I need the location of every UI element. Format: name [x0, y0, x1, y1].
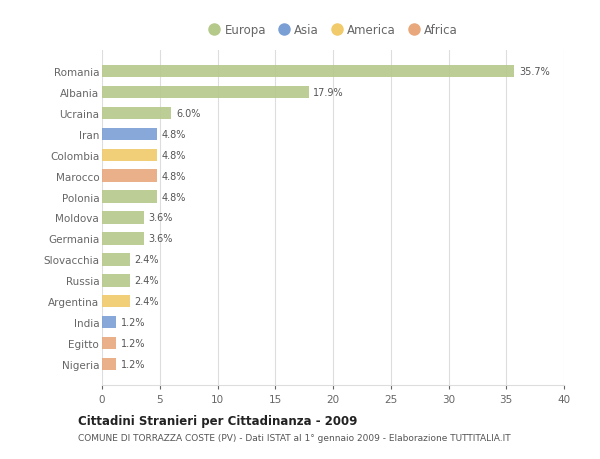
Bar: [102, 337, 116, 349]
Bar: [102, 107, 172, 120]
Text: 2.4%: 2.4%: [134, 297, 159, 307]
Text: 2.4%: 2.4%: [134, 255, 159, 265]
Bar: [102, 170, 157, 183]
Bar: [102, 149, 157, 162]
Text: Cittadini Stranieri per Cittadinanza - 2009: Cittadini Stranieri per Cittadinanza - 2…: [78, 414, 358, 428]
Text: 4.8%: 4.8%: [162, 129, 187, 140]
Bar: [102, 233, 143, 245]
Legend: Europa, Asia, America, Africa: Europa, Asia, America, Africa: [203, 20, 463, 42]
Text: 1.2%: 1.2%: [121, 317, 145, 327]
Text: 6.0%: 6.0%: [176, 109, 200, 119]
Text: 35.7%: 35.7%: [519, 67, 550, 77]
Text: 2.4%: 2.4%: [134, 275, 159, 285]
Bar: [102, 295, 130, 308]
Bar: [102, 87, 309, 99]
Bar: [102, 191, 157, 203]
Text: 1.2%: 1.2%: [121, 359, 145, 369]
Bar: [102, 274, 130, 287]
Bar: [102, 316, 116, 329]
Bar: [102, 66, 514, 78]
Text: 3.6%: 3.6%: [148, 213, 173, 223]
Text: 17.9%: 17.9%: [313, 88, 344, 98]
Bar: [102, 212, 143, 224]
Text: 4.8%: 4.8%: [162, 171, 187, 181]
Text: 1.2%: 1.2%: [121, 338, 145, 348]
Bar: [102, 358, 116, 370]
Bar: [102, 129, 157, 141]
Text: 4.8%: 4.8%: [162, 192, 187, 202]
Bar: [102, 253, 130, 266]
Text: 3.6%: 3.6%: [148, 234, 173, 244]
Text: 4.8%: 4.8%: [162, 151, 187, 161]
Text: COMUNE DI TORRAZZA COSTE (PV) - Dati ISTAT al 1° gennaio 2009 - Elaborazione TUT: COMUNE DI TORRAZZA COSTE (PV) - Dati IST…: [78, 433, 511, 442]
